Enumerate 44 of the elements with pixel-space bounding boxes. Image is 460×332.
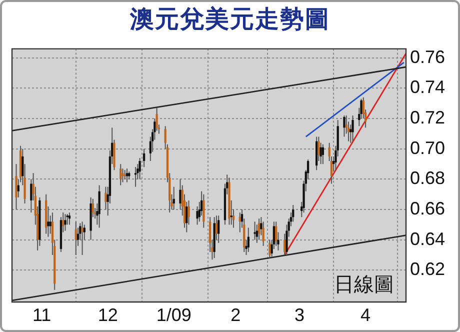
candlestick (172, 186, 175, 210)
y-tick-label: 0.70 (410, 138, 446, 158)
y-tick-label: 0.62 (410, 259, 446, 280)
chart-title: 澳元兌美元走勢圖 (128, 4, 331, 35)
x-tick-label: 2 (230, 304, 241, 325)
candlestick (343, 115, 346, 138)
x-tick-label: 3 (294, 304, 305, 325)
y-tick-label: 0.74 (410, 77, 446, 98)
y-tick-label: 0.72 (410, 108, 446, 128)
candlestick (142, 148, 146, 168)
candlestick (15, 164, 18, 210)
candlestick (262, 221, 264, 246)
candlestick (196, 206, 198, 226)
candlestick (258, 218, 260, 240)
candlestick (126, 168, 128, 183)
y-tick-label: 0.68 (410, 168, 446, 188)
y-tick-label: 0.66 (410, 198, 446, 218)
candlestick (292, 204, 294, 222)
candlestick (98, 184, 100, 228)
x-tick-label: 11 (32, 304, 52, 325)
x-tick-label: 4 (360, 304, 371, 325)
candlestick (268, 239, 271, 259)
candlestick (68, 212, 71, 226)
candlestick (64, 214, 66, 232)
candlestick (134, 166, 137, 188)
y-tick-label: 0.76 (410, 46, 446, 67)
candlestick (238, 212, 241, 233)
x-tick-label: 12 (98, 304, 118, 325)
candlestick (254, 221, 256, 240)
annotation: 日線圖 (334, 272, 394, 296)
candlestick (247, 227, 250, 252)
x-tick-label: 1/09 (156, 304, 192, 325)
candlestick (202, 194, 205, 228)
candlestick (138, 157, 141, 180)
candlestick (122, 168, 124, 183)
y-tick-label: 0.64 (410, 228, 446, 249)
candlestick (352, 115, 354, 142)
candlestick (120, 164, 122, 186)
candlestick (74, 221, 77, 256)
candlestick (275, 221, 278, 246)
candlestick (218, 215, 220, 244)
candlestick (124, 170, 126, 180)
candlestick (81, 221, 84, 256)
candlestick (322, 144, 324, 165)
